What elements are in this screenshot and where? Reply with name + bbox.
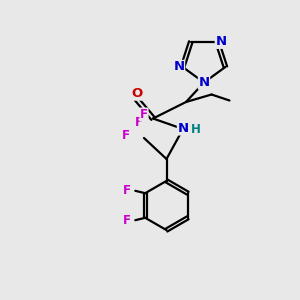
Text: F: F xyxy=(140,108,148,121)
Text: F: F xyxy=(123,214,131,227)
Text: F: F xyxy=(123,184,131,197)
Text: N: N xyxy=(215,35,226,48)
Text: F: F xyxy=(122,129,129,142)
Text: H: H xyxy=(191,123,200,136)
Text: N: N xyxy=(173,61,184,74)
Text: F: F xyxy=(135,116,142,129)
Text: N: N xyxy=(198,76,210,89)
Text: O: O xyxy=(131,87,142,100)
Text: N: N xyxy=(177,122,189,135)
